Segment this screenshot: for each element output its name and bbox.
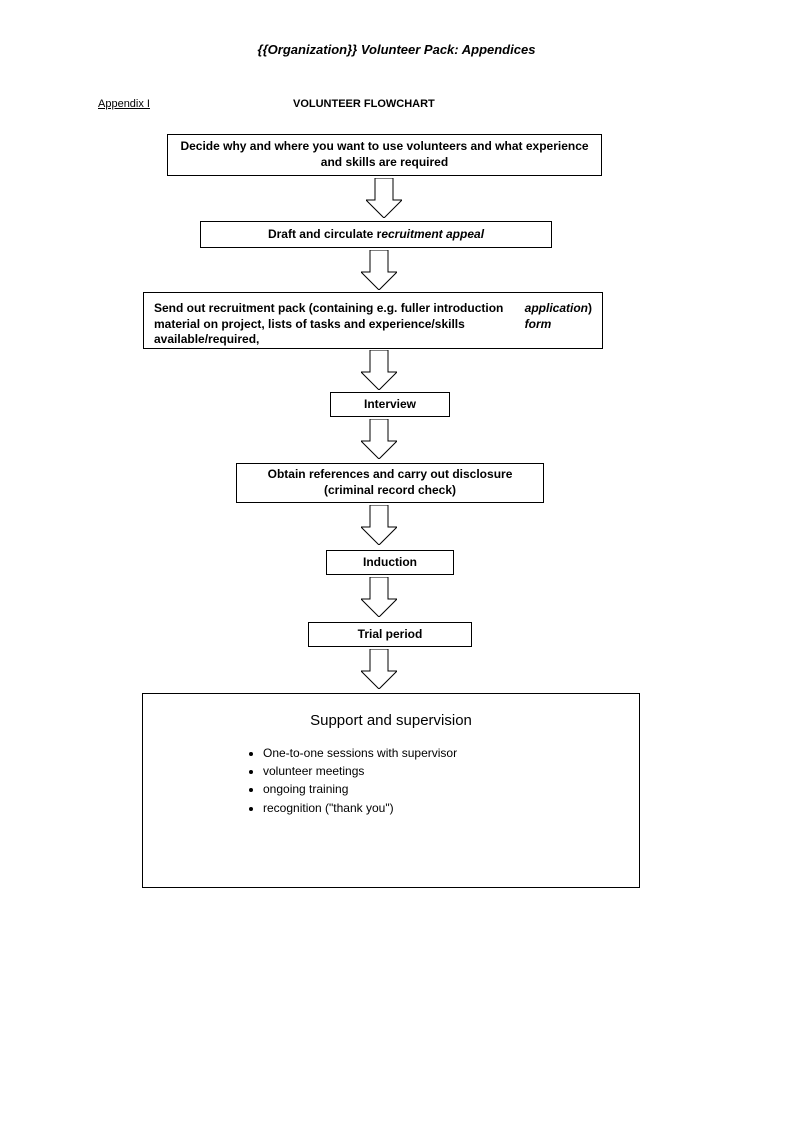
flowchart-node: Interview — [330, 392, 450, 417]
down-arrow-icon — [366, 178, 402, 218]
appendix-label: Appendix I — [98, 98, 150, 110]
flowchart-node: Induction — [326, 550, 454, 575]
flowchart-node: Obtain references and carry out disclosu… — [236, 463, 544, 503]
down-arrow-icon — [361, 649, 397, 689]
final-box-list: One-to-one sessions with supervisor volun… — [263, 745, 609, 816]
down-arrow-icon — [361, 419, 397, 459]
down-arrow-icon — [361, 505, 397, 545]
page-title: {{Organization}} Volunteer Pack: Appendi… — [0, 42, 793, 57]
down-arrow-icon — [361, 250, 397, 290]
list-item: recognition ("thank you") — [263, 800, 609, 816]
list-item: ongoing training — [263, 781, 609, 797]
list-item: One-to-one sessions with supervisor — [263, 745, 609, 761]
final-box-title: Support and supervision — [173, 712, 609, 729]
list-item: volunteer meetings — [263, 763, 609, 779]
flowchart-node: Draft and circulate recruitment appeal — [200, 221, 552, 248]
down-arrow-icon — [361, 577, 397, 617]
flowchart-node: Trial period — [308, 622, 472, 647]
down-arrow-icon — [361, 350, 397, 390]
flowchart-node: Decide why and where you want to use vol… — [167, 134, 602, 176]
flowchart-final-node: Support and supervision One-to-one sessio… — [142, 693, 640, 888]
flowchart-node: Send out recruitment pack (containing e.… — [143, 292, 603, 349]
section-title: VOLUNTEER FLOWCHART — [293, 98, 435, 110]
